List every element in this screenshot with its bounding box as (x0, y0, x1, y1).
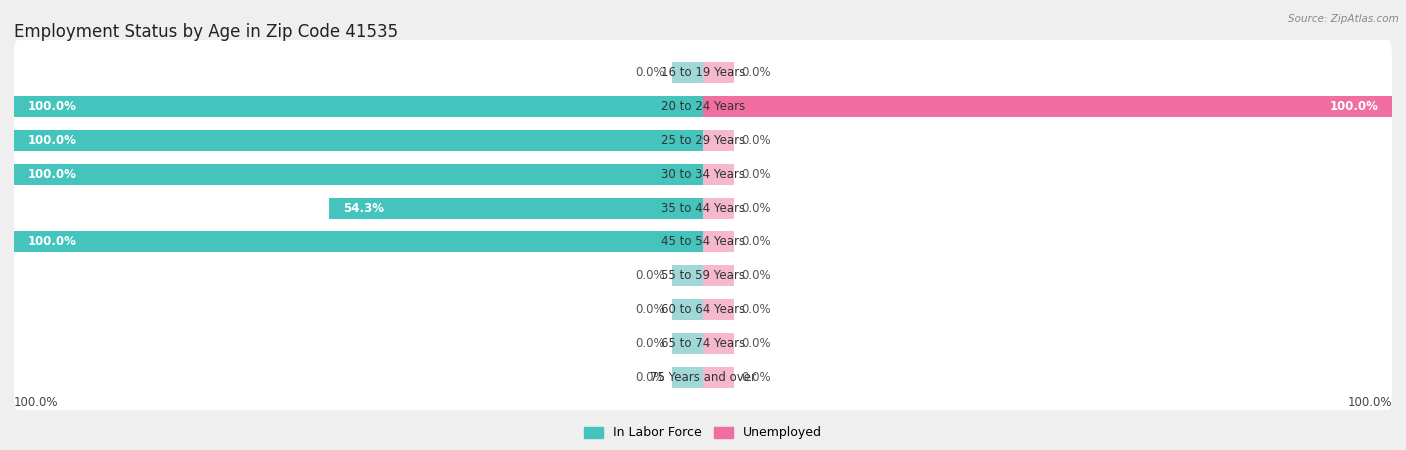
FancyBboxPatch shape (14, 345, 1392, 410)
Bar (672, 333, 703, 354)
Text: 0.0%: 0.0% (741, 303, 770, 316)
Bar (703, 198, 734, 219)
Text: 0.0%: 0.0% (636, 303, 665, 316)
Bar (703, 266, 734, 286)
Text: 60 to 64 Years: 60 to 64 Years (661, 303, 745, 316)
Text: 0.0%: 0.0% (741, 235, 770, 248)
Text: 45 to 54 Years: 45 to 54 Years (661, 235, 745, 248)
Bar (672, 62, 703, 83)
Bar (14, 231, 703, 252)
FancyBboxPatch shape (14, 277, 1392, 342)
Legend: In Labor Force, Unemployed: In Labor Force, Unemployed (579, 422, 827, 445)
FancyBboxPatch shape (14, 311, 1392, 376)
Bar (14, 130, 703, 151)
FancyBboxPatch shape (14, 40, 1392, 105)
FancyBboxPatch shape (14, 108, 1392, 173)
FancyBboxPatch shape (14, 243, 1392, 308)
Bar (329, 198, 703, 219)
Bar (703, 130, 734, 151)
Text: 75 Years and over: 75 Years and over (650, 371, 756, 384)
Bar (14, 96, 703, 117)
Text: 20 to 24 Years: 20 to 24 Years (661, 100, 745, 113)
Text: 0.0%: 0.0% (636, 269, 665, 282)
Text: 55 to 59 Years: 55 to 59 Years (661, 269, 745, 282)
Bar (672, 299, 703, 320)
Bar (703, 367, 734, 388)
FancyBboxPatch shape (14, 209, 1392, 274)
Text: 100.0%: 100.0% (28, 235, 77, 248)
Text: 100.0%: 100.0% (14, 396, 59, 409)
FancyBboxPatch shape (14, 74, 1392, 139)
Bar (672, 266, 703, 286)
Bar (703, 333, 734, 354)
Text: Employment Status by Age in Zip Code 41535: Employment Status by Age in Zip Code 415… (14, 23, 398, 41)
Bar (703, 164, 734, 184)
Text: 0.0%: 0.0% (741, 337, 770, 350)
Bar (703, 299, 734, 320)
Text: 30 to 34 Years: 30 to 34 Years (661, 168, 745, 181)
Bar (672, 367, 703, 388)
Text: 100.0%: 100.0% (28, 100, 77, 113)
Text: 0.0%: 0.0% (741, 168, 770, 181)
Bar (703, 62, 734, 83)
Text: 16 to 19 Years: 16 to 19 Years (661, 66, 745, 79)
Text: 0.0%: 0.0% (636, 371, 665, 384)
Bar (14, 164, 703, 184)
Text: 35 to 44 Years: 35 to 44 Years (661, 202, 745, 215)
Text: 100.0%: 100.0% (28, 134, 77, 147)
Bar (703, 231, 734, 252)
Text: Source: ZipAtlas.com: Source: ZipAtlas.com (1288, 14, 1399, 23)
Text: 0.0%: 0.0% (636, 337, 665, 350)
Text: 0.0%: 0.0% (741, 66, 770, 79)
Text: 100.0%: 100.0% (1329, 100, 1378, 113)
Bar (703, 96, 1392, 117)
FancyBboxPatch shape (14, 142, 1392, 207)
Text: 25 to 29 Years: 25 to 29 Years (661, 134, 745, 147)
Text: 0.0%: 0.0% (741, 202, 770, 215)
Text: 0.0%: 0.0% (741, 371, 770, 384)
Text: 0.0%: 0.0% (741, 269, 770, 282)
Text: 100.0%: 100.0% (1347, 396, 1392, 409)
Text: 65 to 74 Years: 65 to 74 Years (661, 337, 745, 350)
Text: 54.3%: 54.3% (343, 202, 384, 215)
Text: 0.0%: 0.0% (741, 134, 770, 147)
FancyBboxPatch shape (14, 176, 1392, 241)
Text: 100.0%: 100.0% (28, 168, 77, 181)
Text: 0.0%: 0.0% (636, 66, 665, 79)
